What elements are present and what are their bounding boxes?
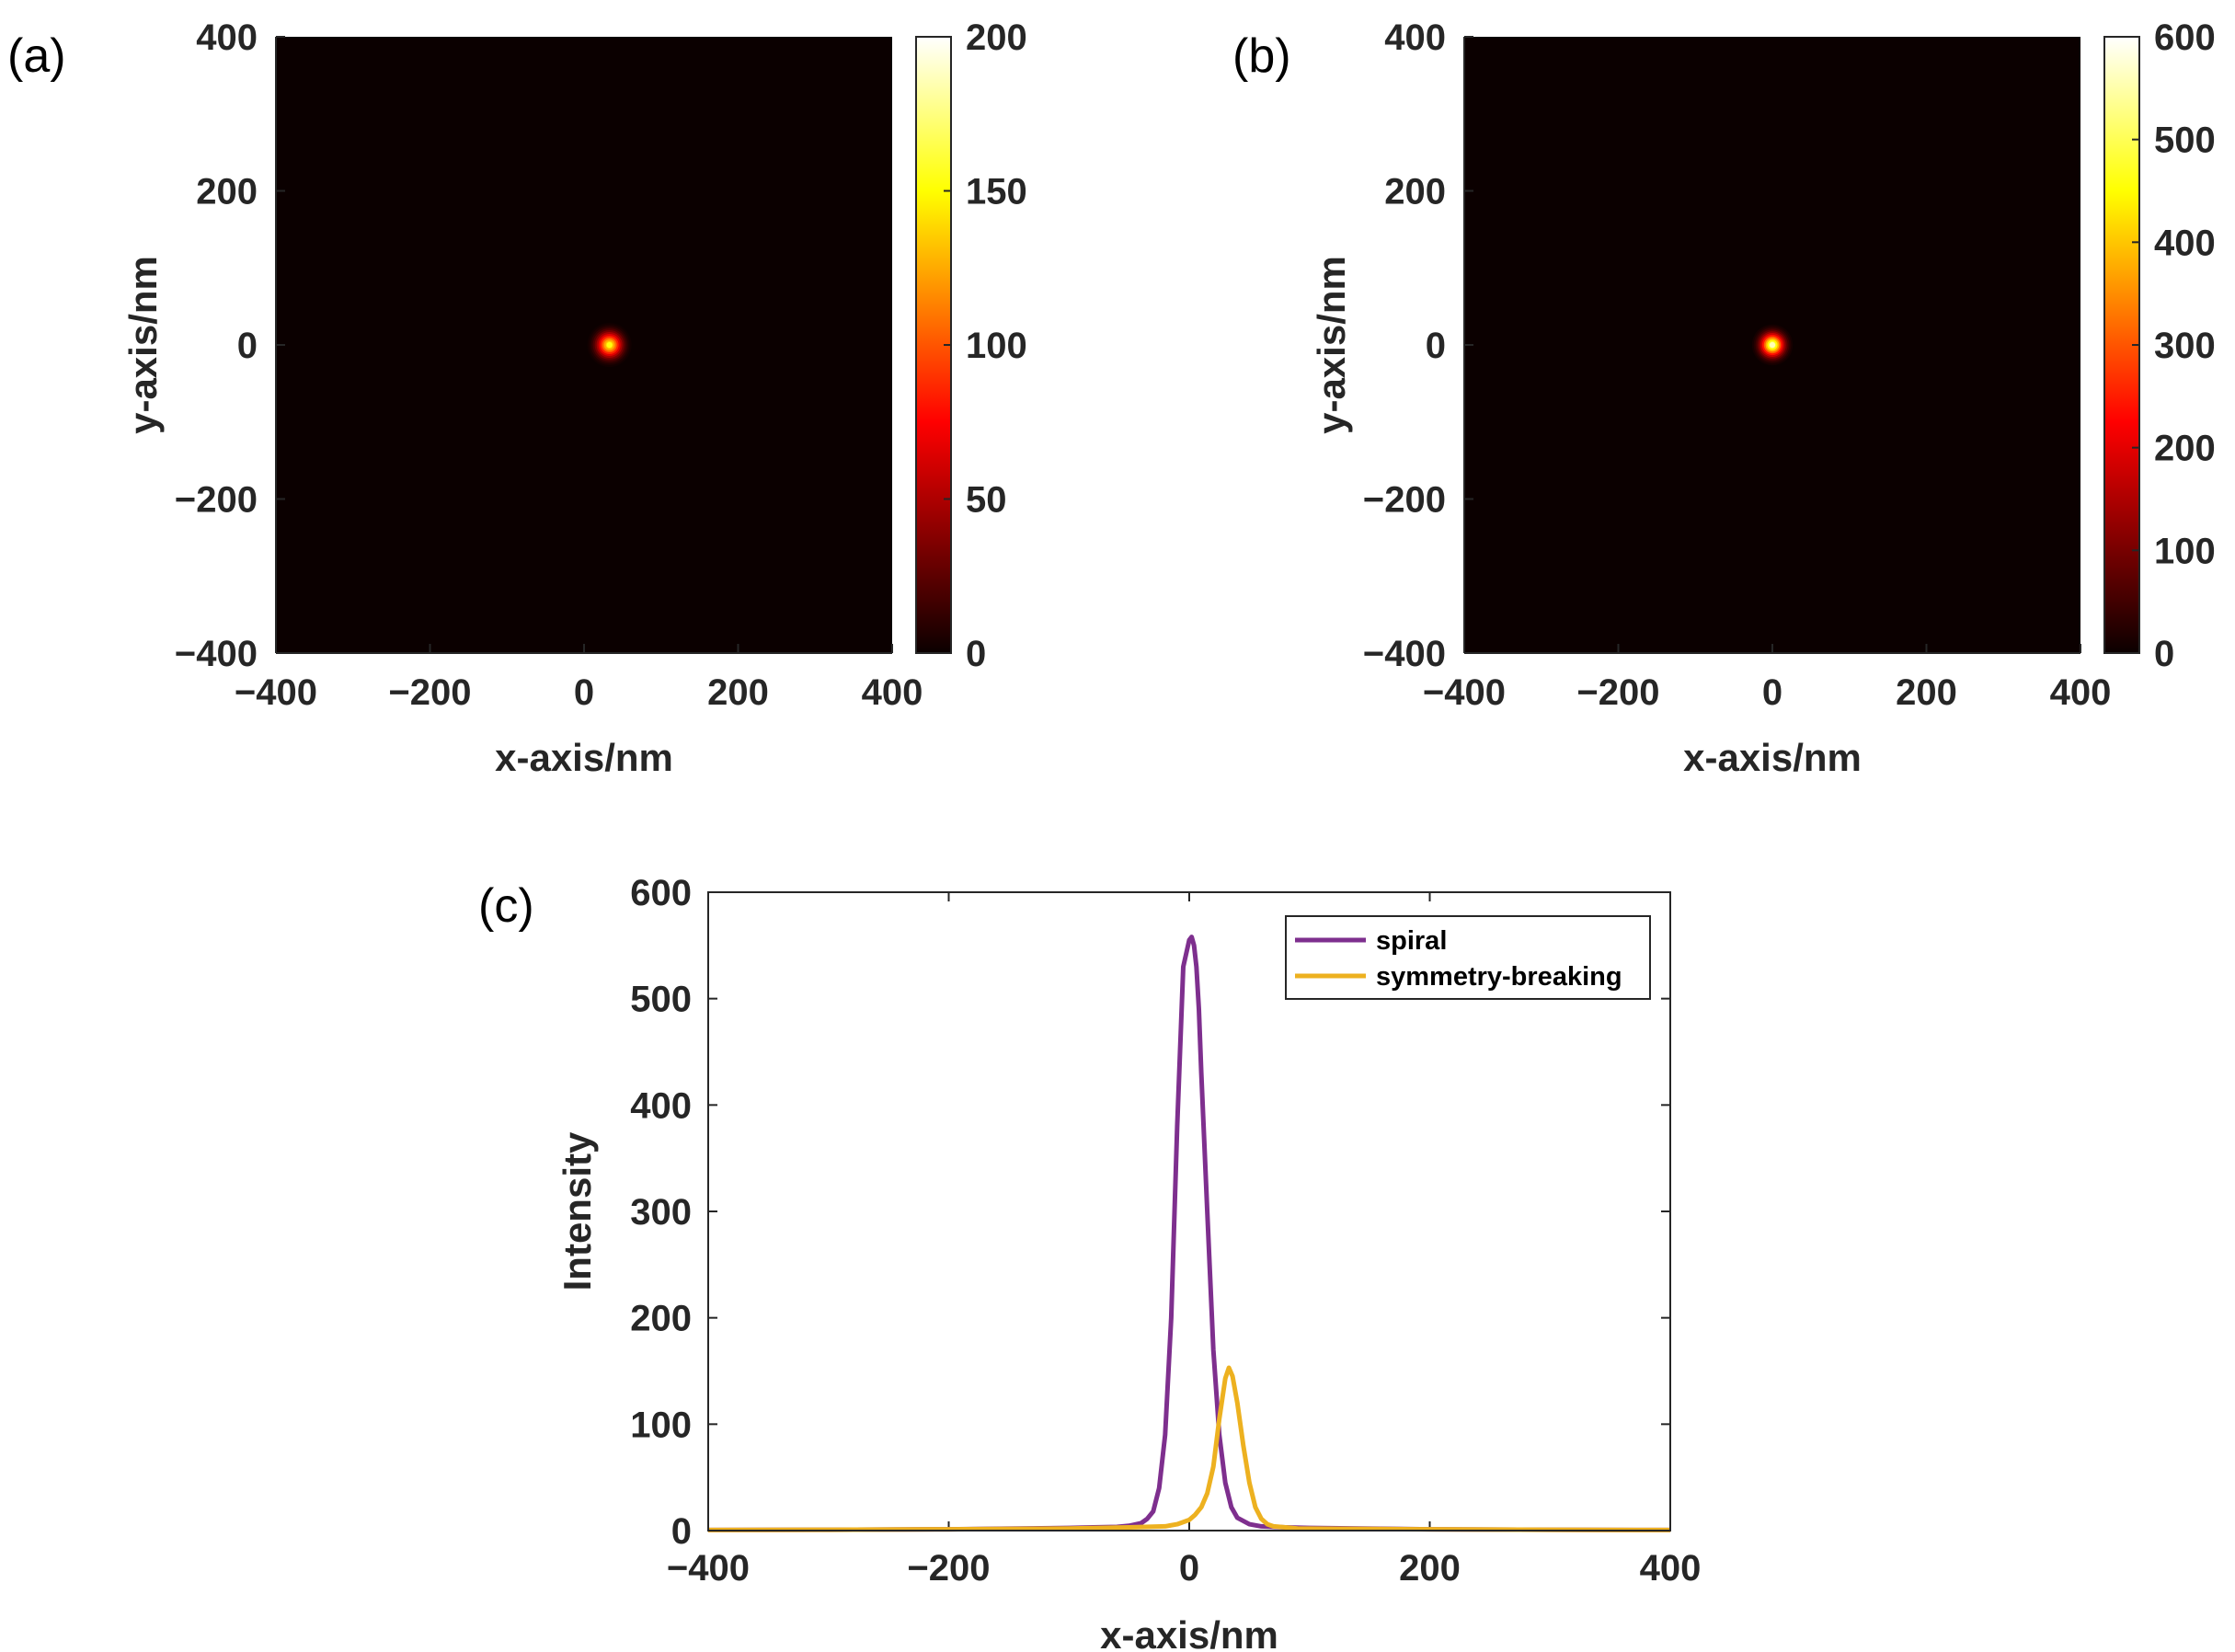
- panel-c-y-axis-label: Intensity: [556, 1131, 599, 1291]
- panel-c-label: (c): [478, 879, 534, 933]
- panel-c-series: [707, 935, 1671, 1532]
- x-tick-label: 200: [1896, 672, 1957, 713]
- legend-label-spiral: spiral: [1376, 926, 1447, 956]
- colorbar-tick-label: 200: [966, 17, 1027, 58]
- x-tick-label: 0: [1179, 1548, 1199, 1589]
- x-tick-label: 200: [1399, 1548, 1461, 1589]
- series-line-symmetry-breaking: [707, 1365, 1671, 1532]
- y-tick-label: 400: [1384, 17, 1446, 58]
- panel-b-intensity-spot: [1751, 324, 1794, 366]
- y-tick-label: 200: [196, 172, 258, 212]
- y-tick-label: 500: [630, 980, 692, 1020]
- y-tick-label: −200: [175, 480, 258, 521]
- x-tick-label: 200: [707, 672, 769, 713]
- y-tick-label: −400: [175, 634, 258, 674]
- colorbar-tick-label: 0: [966, 634, 986, 674]
- spot-core: [1770, 342, 1775, 348]
- panel-c: (c) −400 −200 0 200 400 0 100 200 300 400 500 600 s…: [478, 873, 1701, 1652]
- y-tick-label: 400: [196, 17, 258, 58]
- x-tick-label: −400: [1423, 672, 1506, 713]
- y-tick-label: 0: [671, 1511, 692, 1552]
- x-tick-label: 0: [574, 672, 594, 713]
- colorbar-tick-label: 300: [2154, 326, 2216, 366]
- panel-b-axes: −400 −200 0 200 400 −400 −200 0 200 400: [1363, 17, 2111, 713]
- panel-a-intensity-spot: [587, 322, 632, 368]
- colorbar-tick-label: 400: [2154, 223, 2216, 263]
- panel-b-colorbar-ticks: 0 100 200 300 400 500 600: [2132, 17, 2216, 674]
- colorbar-tick-label: 200: [2154, 429, 2216, 469]
- panel-a-y-axis-label: y-axis/nm: [121, 256, 165, 434]
- y-tick-label: −400: [1363, 634, 1446, 674]
- x-tick-label: −400: [667, 1548, 750, 1589]
- x-tick-label: −400: [235, 672, 317, 713]
- y-tick-label: 0: [237, 326, 258, 366]
- panel-a-heatmap-plot: [276, 37, 892, 653]
- panel-c-x-axis-label: x-axis/nm: [1100, 1613, 1278, 1652]
- x-tick-label: 400: [1640, 1548, 1702, 1589]
- colorbar-tick-label: 50: [966, 480, 1007, 521]
- panel-a-axes: −400 −200 0 200 400 −400 −200 0 200 400: [175, 17, 923, 713]
- panel-b-y-axis-label: y-axis/nm: [1310, 256, 1353, 434]
- panel-b-x-axis-label: x-axis/nm: [1683, 736, 1862, 779]
- colorbar-tick-label: 100: [966, 326, 1027, 366]
- panel-a-label: (a): [7, 29, 66, 83]
- panel-a: (a) −400 −200 0 200 400 −400 −200 0 200 400 0 50 10…: [7, 17, 1027, 779]
- x-tick-label: 0: [1762, 672, 1782, 713]
- x-tick-label: 400: [2050, 672, 2112, 713]
- x-tick-label: −200: [907, 1548, 990, 1589]
- x-tick-label: −200: [388, 672, 471, 713]
- x-tick-label: −200: [1576, 672, 1659, 713]
- y-tick-label: 200: [630, 1299, 692, 1339]
- panel-b-label: (b): [1232, 29, 1291, 83]
- y-tick-label: 600: [630, 873, 692, 913]
- panel-c-axes: −400 −200 0 200 400 0 100 200 300 400 500 600: [630, 873, 1701, 1589]
- panel-b: (b) −400 −200 0 200 400 −400 −200 0 200 400 0 100 2…: [1232, 17, 2216, 779]
- y-tick-label: 100: [630, 1405, 692, 1445]
- y-tick-label: 200: [1384, 172, 1446, 212]
- y-tick-label: −200: [1363, 480, 1446, 521]
- y-tick-label: 0: [1426, 326, 1446, 366]
- colorbar-tick-label: 0: [2154, 634, 2174, 674]
- panel-a-colorbar-ticks: 0 50 100 150 200: [944, 17, 1027, 674]
- colorbar-tick-label: 600: [2154, 17, 2216, 58]
- y-tick-label: 300: [630, 1192, 692, 1233]
- legend-label-symmetry-breaking: symmetry-breaking: [1376, 962, 1622, 992]
- spot-core: [606, 342, 613, 348]
- colorbar-tick-label: 500: [2154, 120, 2216, 161]
- legend-box: [1285, 915, 1651, 1000]
- panel-a-x-axis-label: x-axis/nm: [495, 736, 673, 779]
- y-tick-label: 400: [630, 1085, 692, 1126]
- colorbar-tick-label: 150: [966, 172, 1027, 212]
- panel-c-axes-box: [707, 891, 1671, 1532]
- x-tick-label: 400: [862, 672, 923, 713]
- colorbar-tick-label: 100: [2154, 531, 2216, 571]
- legend: spiral symmetry-breaking: [1285, 915, 1651, 1000]
